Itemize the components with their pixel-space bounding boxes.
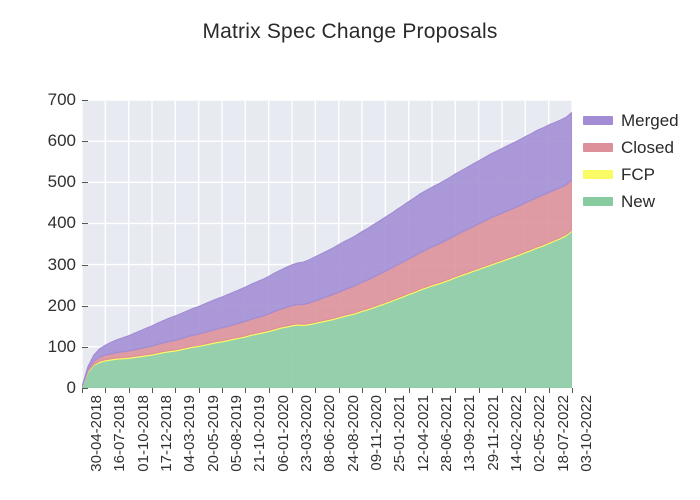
y-tick-label: 700 [47, 90, 76, 109]
x-tick-mark [245, 388, 247, 393]
x-tick-mark [525, 388, 527, 393]
x-tick-label: 13-09-2021 [461, 395, 479, 472]
x-tick-label: 21-10-2019 [251, 395, 269, 472]
y-tick-label: 0 [66, 378, 76, 397]
x-tick-mark [198, 388, 200, 393]
y-tick-mark [82, 305, 88, 307]
x-tick-label: 09-11-2020 [368, 395, 385, 471]
x-tick-mark [572, 388, 573, 393]
y-tick-mark [82, 100, 88, 101]
x-tick-label: 04-03-2019 [181, 395, 199, 472]
x-tick-mark [128, 388, 130, 393]
legend-label: New [621, 192, 656, 211]
x-tick-label: 29-11-2021 [484, 395, 502, 471]
x-tick-mark [408, 388, 410, 393]
legend-item-new[interactable]: New [583, 188, 695, 215]
chart-legend: Merged Closed FCP New [583, 107, 695, 215]
x-tick-mark [478, 388, 480, 393]
stacked-area-plot [82, 100, 572, 388]
x-tick-label: 24-08-2020 [344, 395, 362, 472]
legend-item-merged[interactable]: Merged [583, 107, 695, 134]
x-axis: 30-04-2018 16-07-2018 01-10-2018 17-12-2018… [82, 388, 595, 500]
x-tick-mark [338, 388, 340, 393]
chart-title: Matrix Spec Change Proposals [202, 20, 498, 43]
y-tick-label: 500 [47, 172, 76, 192]
x-tick-mark [548, 388, 550, 393]
x-tick-mark [82, 388, 83, 393]
y-tick-mark [82, 264, 88, 266]
x-tick-mark [222, 388, 223, 393]
y-tick-mark [82, 223, 88, 225]
legend-swatch-icon [583, 170, 613, 179]
x-tick-label: 23-03-2020 [298, 395, 315, 472]
legend-item-closed[interactable]: Closed [583, 134, 695, 161]
x-tick-mark [385, 388, 387, 393]
y-tick-label: 600 [47, 131, 76, 151]
x-tick-label: 25-01-2021 [391, 395, 409, 472]
y-tick-mark [82, 388, 88, 389]
x-tick-mark [105, 388, 107, 393]
x-tick-label: 28-06-2021 [438, 395, 455, 472]
y-tick-mark [82, 346, 88, 348]
x-tick-mark [152, 388, 153, 393]
x-tick-mark [292, 388, 293, 393]
x-tick-mark [362, 388, 363, 393]
x-tick-label: 30-04-2018 [88, 395, 105, 472]
x-tick-label: 17-12-2018 [158, 395, 175, 472]
legend-label: FCP [621, 165, 655, 184]
legend-item-fcp[interactable]: FCP [583, 161, 695, 188]
y-tick-label: 100 [47, 336, 76, 356]
x-tick-mark [268, 388, 270, 393]
x-tick-label: 18-07-2022 [554, 395, 572, 472]
legend-swatch-icon [583, 197, 613, 206]
y-tick-label: 200 [47, 295, 76, 315]
y-tick-mark [82, 182, 88, 184]
x-tick-label: 06-01-2020 [274, 395, 292, 472]
y-tick-label: 400 [47, 213, 76, 233]
legend-label: Merged [621, 111, 679, 130]
legend-label: Closed [621, 138, 674, 157]
x-tick-label: 03-10-2022 [578, 395, 595, 472]
x-tick-label: 14-02-2022 [508, 395, 525, 472]
x-tick-label: 16-07-2018 [111, 395, 129, 472]
x-tick-label: 05-08-2019 [228, 395, 245, 472]
area-series-merged [82, 111, 572, 387]
x-tick-mark [315, 388, 317, 393]
x-tick-mark [175, 388, 177, 393]
x-tick-mark [432, 388, 433, 393]
y-axis: 0 100 200 300 400 500 600 700 [6, 90, 88, 397]
y-tick-mark [82, 141, 88, 143]
plot-area [82, 100, 572, 388]
x-tick-label: 08-06-2020 [321, 395, 339, 472]
x-tick-label: 02-05-2022 [531, 395, 549, 472]
x-tick-label: 01-10-2018 [134, 395, 152, 472]
legend-swatch-icon [583, 116, 613, 125]
x-tick-label: 20-05-2019 [204, 395, 222, 472]
x-tick-mark [502, 388, 503, 393]
y-tick-label: 300 [47, 254, 76, 274]
x-tick-label: 12-04-2021 [414, 395, 432, 472]
x-tick-mark [455, 388, 457, 393]
legend-swatch-icon [583, 143, 613, 152]
